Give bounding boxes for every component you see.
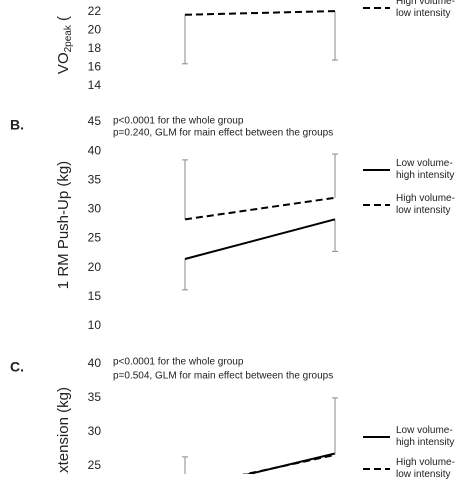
y-axis-label: Extension (kg)	[55, 387, 72, 474]
y-axis-label: VO2peak (	[55, 16, 74, 74]
y-tick-label: 16	[88, 60, 102, 74]
error-bar	[182, 159, 188, 220]
y-axis-label-part: VO	[55, 52, 72, 74]
y-axis-label-part: 1 RM Push-Up (kg)	[55, 161, 72, 289]
y-axis-label: 1 RM Push-Up (kg)	[55, 161, 72, 289]
series-line	[184, 10, 336, 16]
panel-label: B.	[10, 117, 24, 133]
y-tick-label: 35	[88, 390, 102, 404]
y-axis-label-part: 2peak	[63, 24, 74, 52]
error-bar	[182, 456, 188, 474]
annotation: p<0.0001 for the whole group	[113, 357, 244, 368]
y-tick-label: 18	[88, 41, 102, 55]
series-line	[245, 452, 336, 474]
legend-label: High volume-low intensity	[396, 457, 455, 480]
error-bar	[332, 397, 338, 455]
y-tick-label: 14	[88, 78, 102, 92]
annotation: p=0.240, GLM for main effect between the…	[113, 128, 333, 139]
y-tick-label: 25	[88, 231, 102, 245]
y-tick-label: 40	[88, 356, 102, 370]
y-tick-label: 20	[88, 260, 102, 274]
y-tick-label: 30	[88, 424, 102, 438]
error-bar	[332, 219, 338, 252]
panel-label: C.	[10, 359, 24, 375]
series-line	[184, 218, 336, 260]
error-bar	[182, 258, 188, 291]
error-bar	[332, 153, 338, 198]
legend-label: High volume-low intensity	[396, 193, 455, 216]
y-tick-label: 22	[88, 4, 102, 18]
y-axis-label-part: Extension (kg)	[55, 387, 72, 474]
y-tick-label: 40	[88, 143, 102, 157]
legend-label: High volume-low intensity	[396, 0, 455, 19]
series-line	[184, 196, 336, 221]
error-bar	[182, 14, 188, 65]
y-tick-label: 25	[88, 458, 102, 472]
legend-label: Low volume-high intensity	[396, 425, 455, 448]
y-tick-label: 45	[88, 114, 102, 128]
y-tick-label: 10	[88, 318, 102, 332]
error-bar	[332, 11, 338, 61]
series-line	[242, 453, 336, 474]
annotation: p=0.504, GLM for main effect between the…	[113, 371, 333, 382]
legend-label: Low volume-high intensity	[396, 158, 455, 181]
y-tick-label: 30	[88, 202, 102, 216]
y-axis-label-part: (	[55, 16, 72, 25]
y-tick-label: 15	[88, 289, 102, 303]
y-tick-label: 20	[88, 23, 102, 37]
annotation: p<0.0001 for the whole group	[113, 116, 244, 127]
y-tick-label: 35	[88, 172, 102, 186]
